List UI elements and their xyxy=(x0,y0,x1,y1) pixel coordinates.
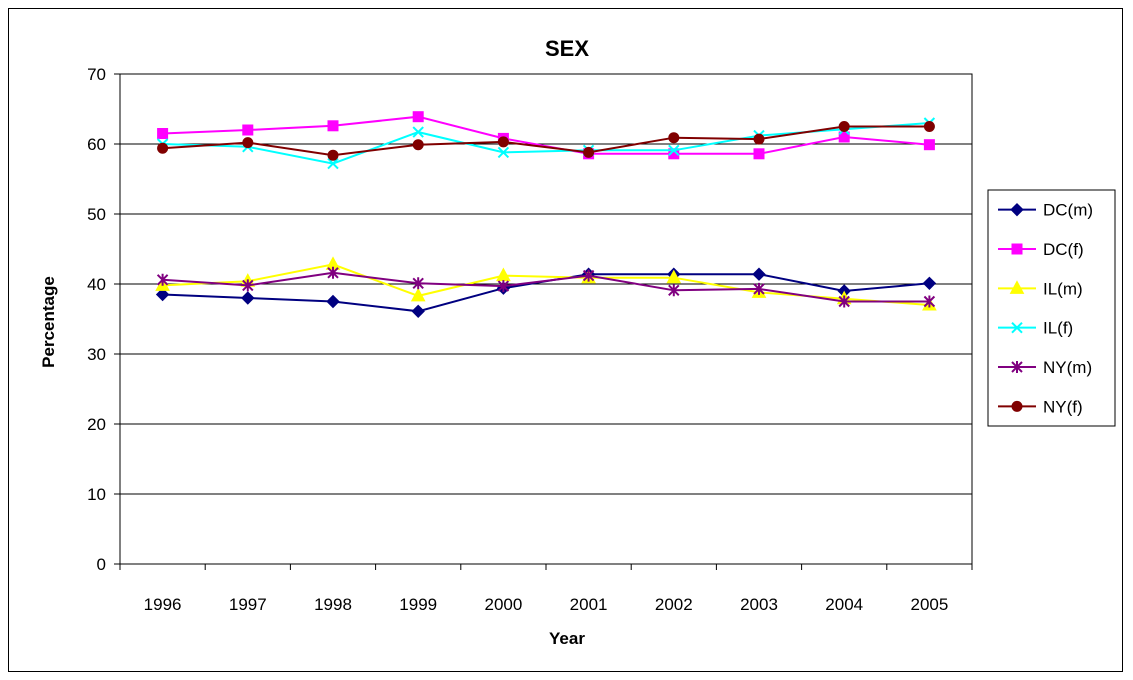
x-tick-label: 2000 xyxy=(484,595,522,614)
data-point xyxy=(497,280,510,293)
data-point xyxy=(156,273,169,286)
data-point xyxy=(668,132,680,144)
series-ny-f xyxy=(157,121,935,161)
data-point xyxy=(668,284,680,297)
legend-box xyxy=(987,189,1116,427)
data-point xyxy=(155,287,170,302)
data-point xyxy=(668,148,680,160)
legend-item: DC(f) xyxy=(998,240,1084,259)
series-line xyxy=(162,115,930,155)
y-tick-label: 30 xyxy=(87,345,106,364)
data-point xyxy=(666,269,682,284)
data-point xyxy=(668,144,680,157)
data-point xyxy=(753,133,765,145)
data-point xyxy=(327,149,339,161)
axes: 0 10 20 30 40 50 60 70 1996 1997 1998 1999 2000 2001 2… xyxy=(87,65,973,614)
legend-label: DC(m) xyxy=(1043,201,1093,220)
x-tick-label: 1996 xyxy=(144,595,182,614)
x-tick-label: 1997 xyxy=(229,595,267,614)
x-tick-label: 1998 xyxy=(314,595,352,614)
data-point xyxy=(923,139,935,151)
data-point xyxy=(242,137,254,149)
data-point xyxy=(327,157,339,170)
data-point xyxy=(497,146,510,159)
y-tick-label: 0 xyxy=(97,555,106,574)
x-axis-title: Year xyxy=(549,629,585,648)
data-point xyxy=(497,136,509,148)
data-point xyxy=(412,111,424,123)
legend-marker xyxy=(1011,400,1023,412)
data-point xyxy=(242,124,254,136)
data-point xyxy=(326,294,340,309)
y-tick-label: 10 xyxy=(87,485,106,504)
legend-marker xyxy=(1009,280,1025,294)
data-point xyxy=(583,146,595,158)
y-tick-label: 20 xyxy=(87,415,106,434)
legend-item: NY(m) xyxy=(998,358,1092,377)
data-point xyxy=(242,279,254,292)
legend-label: DC(f) xyxy=(1043,240,1084,259)
data-point xyxy=(753,282,765,295)
legend-marker xyxy=(1010,202,1024,217)
legend-item: IL(m) xyxy=(998,279,1083,298)
legend-marker xyxy=(1011,243,1023,255)
data-point xyxy=(923,295,936,308)
data-point xyxy=(327,266,339,279)
x-tick-label: 1999 xyxy=(399,595,437,614)
series-il-f xyxy=(156,117,936,170)
data-point xyxy=(157,142,169,154)
data-point xyxy=(923,121,935,132)
x-tick-label: 2004 xyxy=(825,595,863,614)
legend-item: IL(f) xyxy=(998,319,1073,338)
chart-frame xyxy=(8,8,1123,672)
data-point xyxy=(241,291,255,305)
data-point xyxy=(838,121,850,132)
y-tick-label: 50 xyxy=(87,205,106,224)
series-ny-m xyxy=(156,266,936,308)
data-point xyxy=(410,287,426,302)
x-tick-label: 2003 xyxy=(740,595,778,614)
data-point xyxy=(412,126,424,138)
legend-label: IL(m) xyxy=(1043,279,1083,298)
series-line xyxy=(162,271,930,303)
data-point xyxy=(412,139,424,151)
x-tick-label: 2001 xyxy=(570,595,608,614)
legend-item: DC(m) xyxy=(998,201,1093,220)
series-line xyxy=(162,273,930,313)
legend-label: IL(f) xyxy=(1043,319,1073,338)
legend: DC(m) DC(f) IL(m) IL(f) NY(m) NY(f) xyxy=(987,189,1116,427)
data-point xyxy=(411,304,425,319)
data-point xyxy=(838,295,850,308)
series-line xyxy=(162,125,930,157)
data-point xyxy=(157,128,169,139)
legend-label: NY(f) xyxy=(1043,397,1083,416)
y-tick-label: 60 xyxy=(87,135,106,154)
x-tick-label: 2005 xyxy=(910,595,948,614)
plot-series xyxy=(155,111,937,319)
data-point xyxy=(412,277,424,290)
legend-marker xyxy=(1011,321,1023,334)
x-tick-label: 2002 xyxy=(655,595,693,614)
data-point xyxy=(582,269,595,282)
y-tick-label: 70 xyxy=(87,65,106,84)
legend-label: NY(m) xyxy=(1043,358,1092,377)
data-point xyxy=(922,276,937,291)
data-point xyxy=(327,120,339,132)
data-point xyxy=(752,267,766,281)
chart-title: SEX xyxy=(545,36,589,61)
legend-item: NY(f) xyxy=(998,397,1083,416)
legend-marker xyxy=(1011,361,1023,373)
data-point xyxy=(496,267,511,282)
data-point xyxy=(753,148,765,160)
y-axis-title: Percentage xyxy=(39,276,58,368)
y-tick-label: 40 xyxy=(87,275,106,294)
